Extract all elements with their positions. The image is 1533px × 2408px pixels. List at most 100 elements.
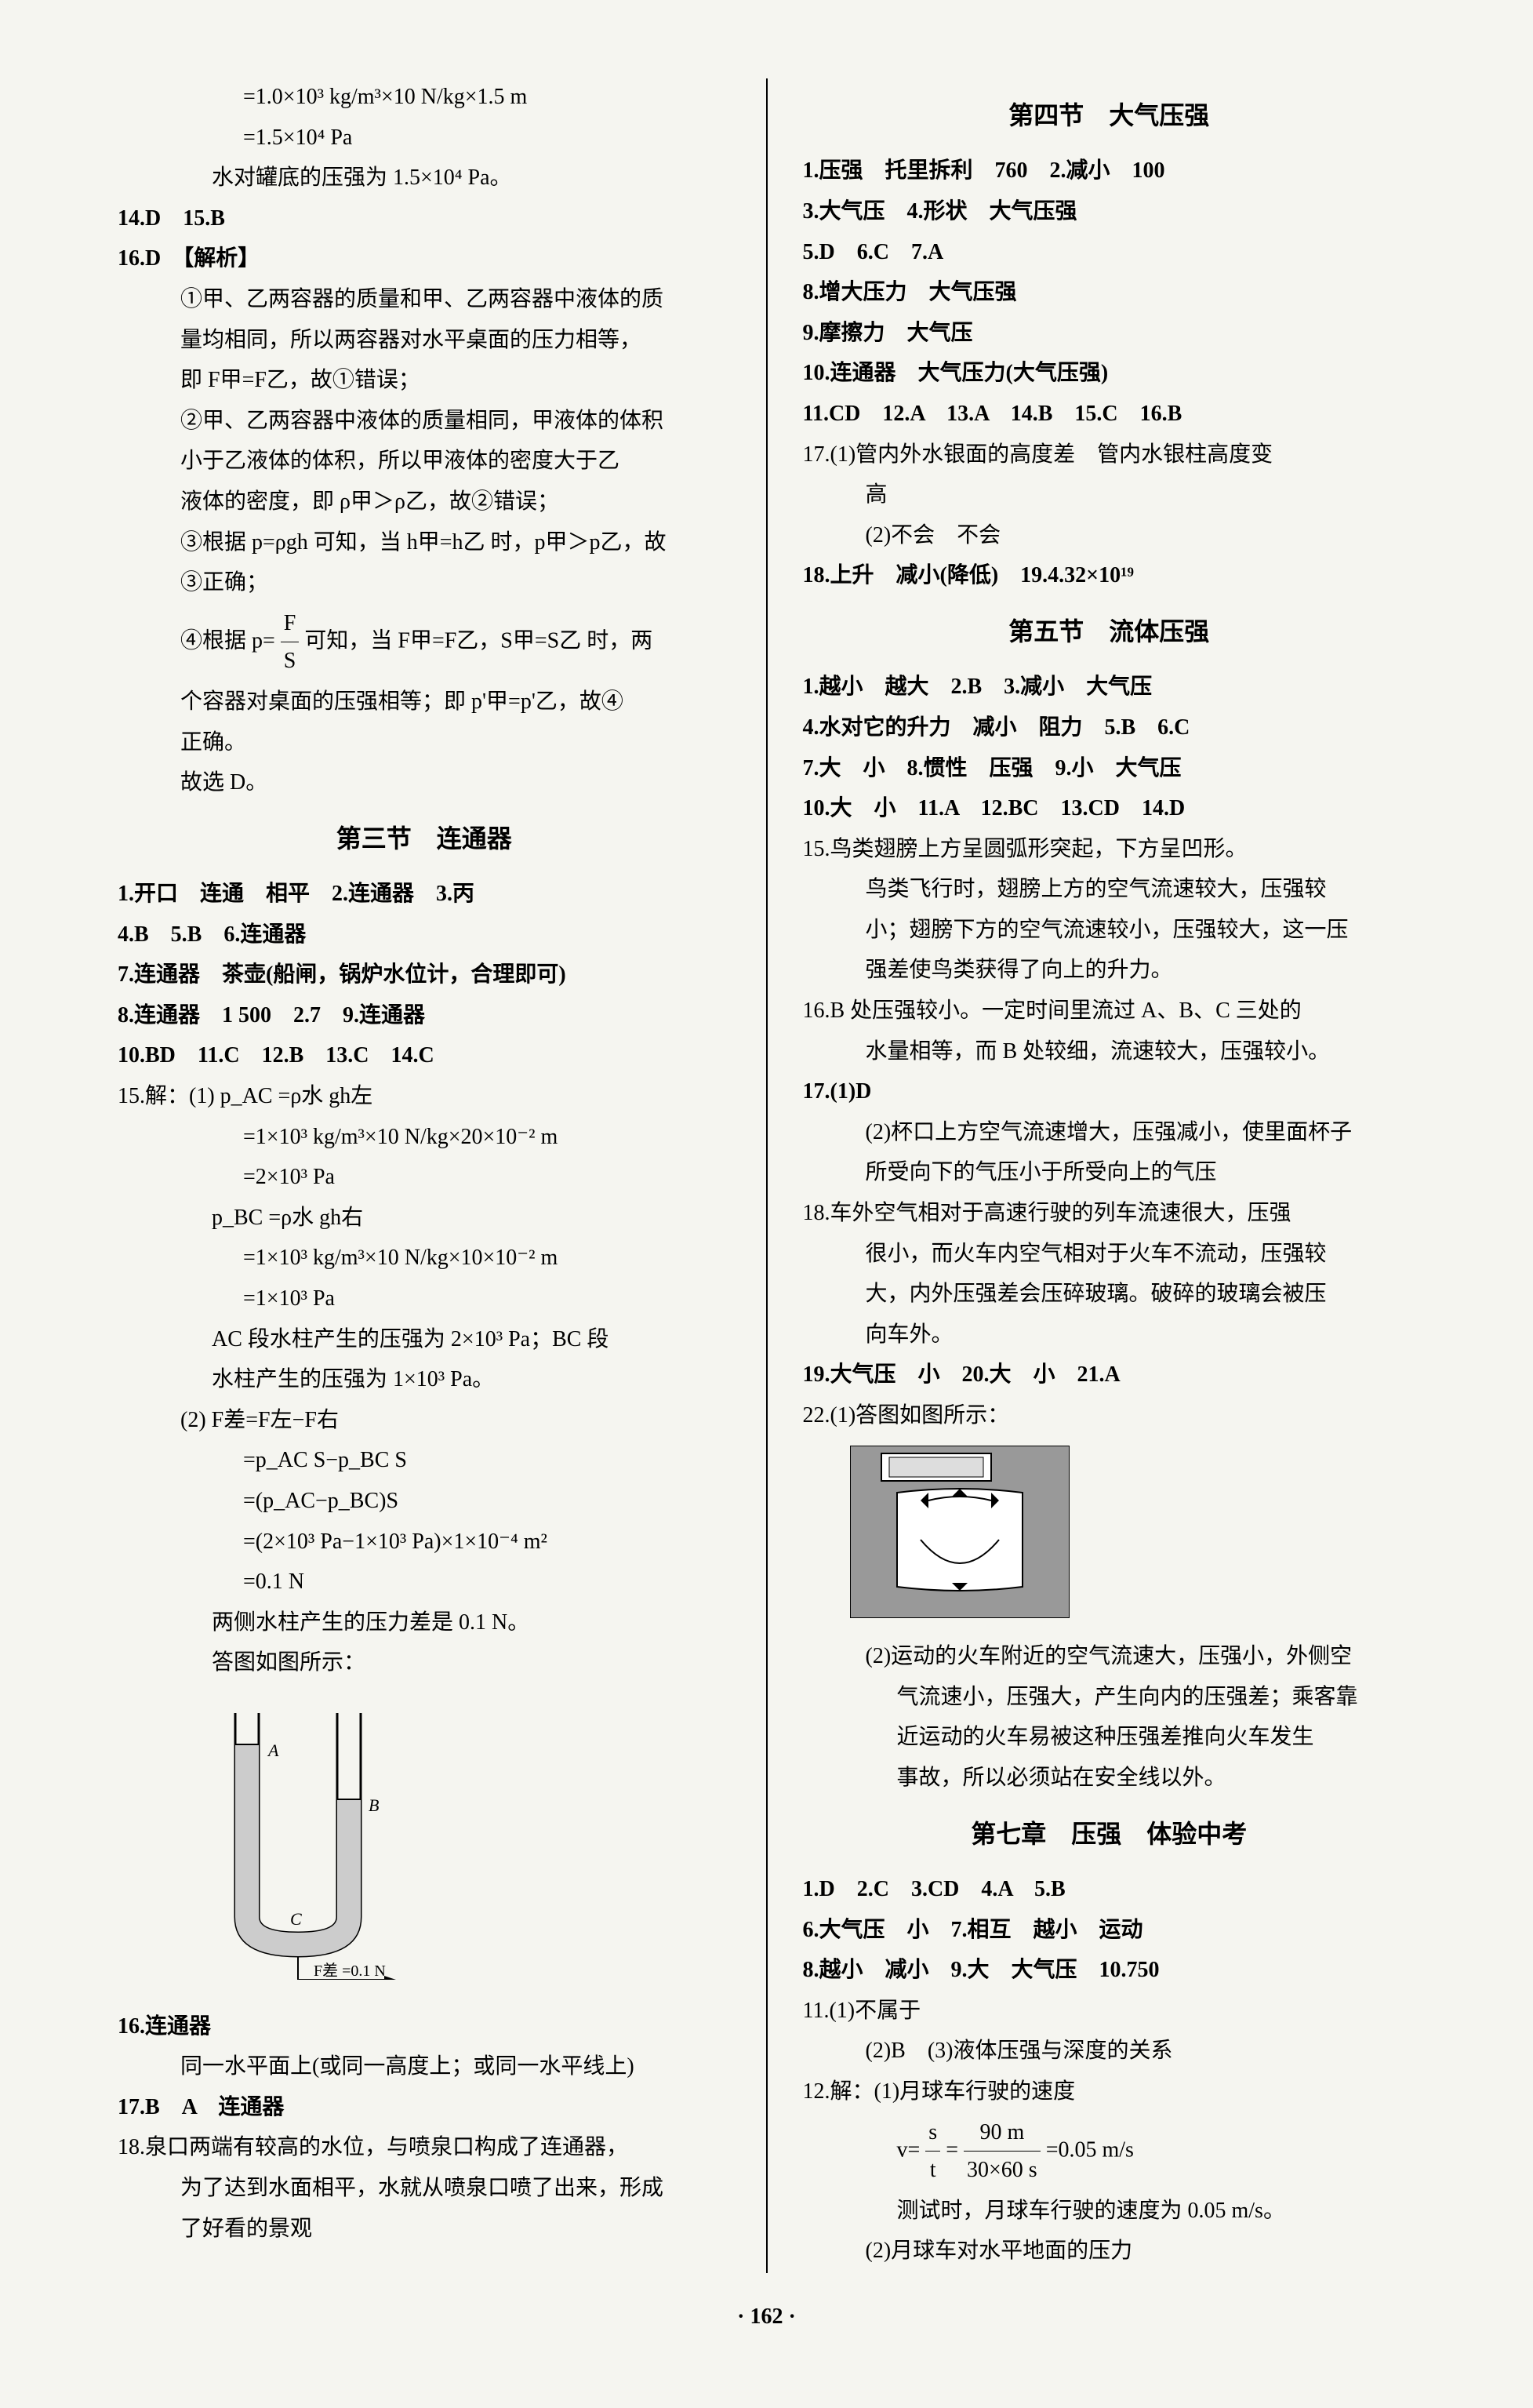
- text-line: 个容器对桌面的压强相等；即 p'甲=p'乙，故④: [118, 683, 731, 721]
- label-f: F差 =0.1 N: [314, 1962, 386, 1980]
- section-title: 第五节 流体压强: [803, 610, 1416, 653]
- text-line: 4.水对它的升力 减小 阻力 5.B 6.C: [803, 709, 1416, 747]
- numerator: F: [281, 605, 300, 643]
- text-line: (2)杯口上方空气流速增大，压强减小，使里面杯子: [803, 1114, 1416, 1151]
- section-title: 第四节 大气压强: [803, 94, 1416, 136]
- text-line: =1.0×10³ kg/m³×10 N/kg×1.5 m: [118, 78, 731, 116]
- text-line: 1.开口 连通 相平 2.连通器 3.丙: [118, 875, 731, 913]
- text-line: 同一水平面上(或同一高度上；或同一水平线上): [118, 2048, 731, 2086]
- text-line: 正确。: [118, 724, 731, 762]
- text-line: =0.1 N: [118, 1563, 731, 1601]
- text-line: 气流速小，压强大，产生向内的压强差；乘客靠: [803, 1679, 1416, 1716]
- text-line: =1×10³ kg/m³×10 N/kg×10×10⁻² m: [118, 1239, 731, 1277]
- denominator: 30×60 s: [964, 2152, 1041, 2189]
- denominator: S: [281, 642, 300, 680]
- text-line: 16.连通器: [118, 2008, 731, 2046]
- text-line: 水量相等，而 B 处较细，流速较大，压强较小。: [803, 1033, 1416, 1071]
- text-line: ③正确；: [118, 564, 731, 602]
- text-line: 4.B 5.B 6.连通器: [118, 916, 731, 954]
- text-line: 18.上升 减小(降低) 19.4.32×10¹⁹: [803, 557, 1416, 595]
- text-line: =1×10³ kg/m³×10 N/kg×20×10⁻² m: [118, 1119, 731, 1156]
- text-line: 7.大 小 8.惯性 压强 9.小 大气压: [803, 750, 1416, 788]
- text-line: =(2×10³ Pa−1×10³ Pa)×1×10⁻⁴ m²: [118, 1523, 731, 1561]
- text-line: 3.大气压 4.形状 大气压强: [803, 193, 1416, 231]
- text-line: (2)运动的火车附近的空气流速大，压强小，外侧空: [803, 1638, 1416, 1675]
- text-line: 很小，而火车内空气相对于火车不流动，压强较: [803, 1235, 1416, 1273]
- text-line: v= s t = 90 m 30×60 s =0.05 m/s: [803, 2114, 1416, 2189]
- text-line: 9.摩擦力 大气压: [803, 315, 1416, 352]
- text-line: 10.大 小 11.A 12.BC 13.CD 14.D: [803, 790, 1416, 828]
- text-line: 19.大气压 小 20.大 小 21.A: [803, 1356, 1416, 1394]
- label-c: C: [290, 1909, 302, 1929]
- text-span: 可知，当 F甲=F乙，S甲=S乙 时，两: [304, 628, 652, 653]
- text-line: ②甲、乙两容器中液体的质量相同，甲液体的体积: [118, 402, 731, 440]
- text-line: 答图如图所示：: [118, 1644, 731, 1682]
- text-line: 15.解：(1) p_AC =ρ水 gh左: [118, 1078, 731, 1115]
- text-span: v=: [897, 2137, 921, 2162]
- text-line: =p_AC S−p_BC S: [118, 1442, 731, 1479]
- text-line: 14.D 15.B: [118, 200, 731, 238]
- right-column: 第四节 大气压强 1.压强 托里拆利 760 2.减小 100 3.大气压 4.…: [803, 78, 1416, 2273]
- denominator: t: [925, 2152, 940, 2189]
- text-line: 5.D 6.C 7.A: [803, 234, 1416, 271]
- text-line: 10.连通器 大气压力(大气压强): [803, 355, 1416, 392]
- text-line: (2)月球车对水平地面的压力: [803, 2232, 1416, 2270]
- text-line: 8.增大压力 大气压强: [803, 274, 1416, 311]
- label-a: A: [267, 1741, 279, 1760]
- text-line: 量均相同，所以两容器对水平桌面的压力相等，: [118, 322, 731, 359]
- text-line: 水对罐底的压强为 1.5×10⁴ Pa。: [118, 159, 731, 197]
- text-line: 16.B 处压强较小。一定时间里流过 A、B、C 三处的: [803, 992, 1416, 1030]
- text-line: AC 段水柱产生的压强为 2×10³ Pa；BC 段: [118, 1321, 731, 1359]
- text-line: 小于乙液体的体积，所以甲液体的密度大于乙: [118, 442, 731, 480]
- fraction: s t: [925, 2114, 940, 2189]
- text-line: 8.越小 减小 9.大 大气压 10.750: [803, 1951, 1416, 1989]
- text-line: 17.B A 连通器: [118, 2089, 731, 2126]
- text-line: ③根据 p=ρgh 可知，当 h甲=h乙 时，p甲＞p乙，故: [118, 524, 731, 562]
- text-line: 10.BD 11.C 12.B 13.C 14.C: [118, 1037, 731, 1075]
- text-line: 水柱产生的压强为 1×10³ Pa。: [118, 1361, 731, 1399]
- text-line: 11.CD 12.A 13.A 14.B 15.C 16.B: [803, 395, 1416, 433]
- text-line: 16.D 【解析】: [118, 240, 731, 278]
- text-line: 11.(1)不属于: [803, 1992, 1416, 2030]
- text-span: ④根据 p=: [180, 628, 275, 653]
- train-diagram: [803, 1438, 1416, 1639]
- text-span: =0.05 m/s: [1046, 2137, 1134, 2162]
- text-line: 12.解：(1)月球车行驶的速度: [803, 2073, 1416, 2111]
- text-line: =2×10³ Pa: [118, 1159, 731, 1196]
- text-line: 17.(1)D: [803, 1073, 1416, 1111]
- numerator: s: [925, 2114, 940, 2152]
- text-line: 即 F甲=F乙，故①错误；: [118, 362, 731, 399]
- text-line: 近运动的火车易被这种压强差推向火车发生: [803, 1719, 1416, 1756]
- text-line: =1×10³ Pa: [118, 1280, 731, 1318]
- text-line: 18.泉口两端有较高的水位，与喷泉口构成了连通器，: [118, 2129, 731, 2166]
- text-line: 鸟类飞行时，翅膀上方的空气流速较大，压强较: [803, 871, 1416, 908]
- text-line: 为了达到水面相平，水就从喷泉口喷了出来，形成: [118, 2170, 731, 2207]
- section-title: 第七章 压强 体验中考: [803, 1813, 1416, 1855]
- text-line: 小；翅膀下方的空气流速较小，压强较大，这一压: [803, 911, 1416, 949]
- text-line: 所受向下的气压小于所受向上的气压: [803, 1154, 1416, 1191]
- text-line: 强差使鸟类获得了向上的升力。: [803, 951, 1416, 989]
- text-line: 1.压强 托里拆利 760 2.减小 100: [803, 152, 1416, 190]
- fraction: 90 m 30×60 s: [964, 2114, 1041, 2189]
- text-line: =(p_AC−p_BC)S: [118, 1482, 731, 1520]
- text-line: 事故，所以必须站在安全线以外。: [803, 1759, 1416, 1797]
- text-line: 15.鸟类翅膀上方呈圆弧形突起，下方呈凹形。: [803, 831, 1416, 868]
- column-divider: [766, 78, 768, 2273]
- text-line: 7.连通器 茶壶(船闸，锅炉水位计，合理即可): [118, 956, 731, 994]
- u-tube-diagram: A B C F差 =0.1 N: [196, 1697, 731, 1992]
- text-span: =: [946, 2137, 958, 2162]
- text-line: 22.(1)答图如图所示：: [803, 1397, 1416, 1435]
- text-line: 1.D 2.C 3.CD 4.A 5.B: [803, 1871, 1416, 1908]
- section-title: 第三节 连通器: [118, 817, 731, 860]
- numerator: 90 m: [964, 2114, 1041, 2152]
- text-line: 测试时，月球车行驶的速度为 0.05 m/s。: [803, 2192, 1416, 2230]
- text-line: ④根据 p= F S 可知，当 F甲=F乙，S甲=S乙 时，两: [118, 605, 731, 680]
- fraction: F S: [281, 605, 300, 680]
- text-line: (2) F差=F左−F右: [118, 1402, 731, 1439]
- text-line: ①甲、乙两容器的质量和甲、乙两容器中液体的质: [118, 281, 731, 318]
- text-line: (2)不会 不会: [803, 517, 1416, 555]
- text-line: 18.车外空气相对于高速行驶的列车流速很大，压强: [803, 1195, 1416, 1232]
- text-line: 液体的密度，即 ρ甲＞ρ乙，故②错误；: [118, 483, 731, 521]
- text-line: 高: [803, 476, 1416, 514]
- text-line: 向车外。: [803, 1316, 1416, 1354]
